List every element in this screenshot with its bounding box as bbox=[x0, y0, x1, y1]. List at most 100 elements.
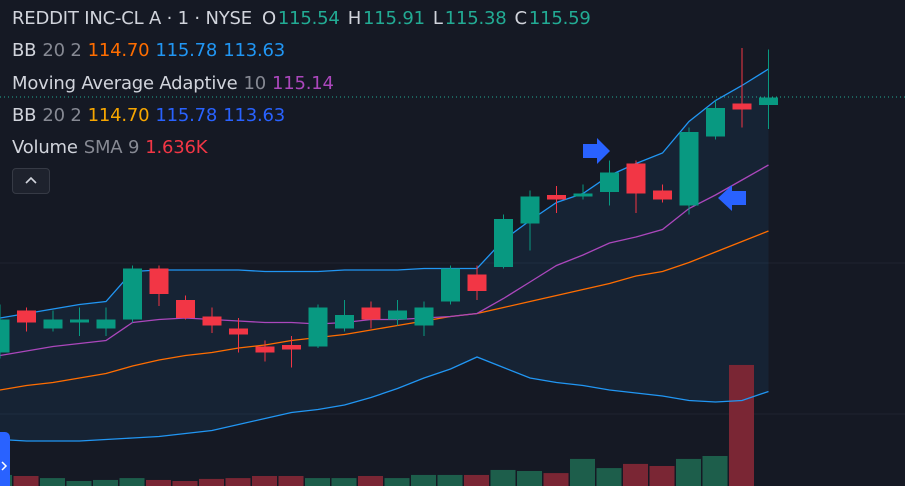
volume-bar bbox=[199, 478, 224, 486]
volume-bar bbox=[729, 364, 754, 486]
legend-bb2[interactable]: BB 20 2 114.70 115.78 113.63 bbox=[12, 105, 291, 126]
volume-bar bbox=[623, 463, 648, 486]
volume-bar bbox=[278, 476, 304, 486]
indicator-value: 115.14 bbox=[271, 73, 334, 94]
volume-bar bbox=[543, 473, 569, 486]
volume-bar bbox=[702, 456, 728, 486]
legend-bb1[interactable]: BB 20 2 114.70 115.78 113.63 bbox=[12, 40, 291, 61]
collapse-button[interactable] bbox=[12, 168, 50, 194]
indicator-params: 20 2 bbox=[42, 105, 82, 126]
candle-body bbox=[441, 268, 460, 302]
volume-bar bbox=[570, 458, 595, 486]
volume-bar bbox=[305, 478, 330, 486]
volume-bar bbox=[13, 476, 39, 486]
indicator-line bbox=[0, 356, 769, 442]
candle-body bbox=[70, 319, 89, 323]
ohlc-label: O bbox=[261, 8, 276, 29]
volume-bar bbox=[464, 474, 489, 486]
indicator-value: 1.636K bbox=[145, 137, 208, 158]
candle-body bbox=[308, 307, 328, 347]
candle-body bbox=[759, 97, 778, 105]
ohlc-value: 115.91 bbox=[363, 8, 425, 29]
indicator-value: 113.63 bbox=[223, 40, 285, 61]
indicator-params: 10 bbox=[243, 73, 266, 94]
candle-body bbox=[706, 108, 725, 137]
indicator-name: BB bbox=[12, 105, 37, 126]
volume-bar bbox=[490, 469, 516, 486]
candle-body bbox=[467, 274, 487, 291]
collapse-icon bbox=[25, 176, 37, 184]
indicator-line bbox=[0, 164, 769, 357]
indicator-value: 113.63 bbox=[223, 105, 285, 126]
indicator-value: 115.78 bbox=[155, 105, 218, 126]
candle-body bbox=[388, 310, 407, 320]
arrow-left bbox=[718, 185, 746, 211]
candle-body bbox=[414, 307, 434, 326]
band-layer bbox=[0, 69, 769, 441]
volume-bar bbox=[384, 478, 410, 486]
candle-body bbox=[202, 316, 222, 326]
ohlc-label: L bbox=[432, 8, 443, 29]
candle-body bbox=[149, 268, 169, 294]
symbol: REDDIT INC-CL A · 1 · NYSE bbox=[12, 8, 252, 29]
candle-body bbox=[679, 132, 699, 206]
band-fill bbox=[0, 69, 769, 441]
volume-bar bbox=[40, 478, 65, 486]
candle-body bbox=[96, 319, 116, 329]
candle-body bbox=[0, 319, 10, 353]
volume-bar bbox=[252, 476, 277, 486]
ohlc-value: 115.59 bbox=[528, 8, 591, 29]
candle-body bbox=[494, 219, 513, 267]
legend-symbol-row: REDDIT INC-CL A · 1 · NYSE O 115.54 H 115.91… bbox=[12, 8, 599, 29]
volume-bar bbox=[331, 478, 357, 486]
volume-bar bbox=[93, 479, 118, 486]
volume-bar bbox=[358, 476, 383, 486]
indicator-value: 115.78 bbox=[155, 40, 218, 61]
candle-body bbox=[123, 268, 142, 320]
candle-body bbox=[255, 346, 275, 353]
candle-body bbox=[520, 196, 540, 224]
indicator-params: 20 2 bbox=[42, 40, 82, 61]
candle-body bbox=[229, 328, 248, 335]
ohlc-value: 115.38 bbox=[444, 8, 507, 29]
indicator-name: BB bbox=[12, 40, 37, 61]
candle-body bbox=[626, 163, 646, 194]
candle-body bbox=[17, 310, 36, 323]
volume-bar bbox=[119, 478, 145, 486]
indicator-value: 114.70 bbox=[87, 105, 150, 126]
arrow-right bbox=[583, 138, 610, 164]
legend-ama[interactable]: Moving Average Adaptive 10 115.14 bbox=[12, 73, 340, 94]
indicator-line bbox=[0, 230, 769, 391]
volume-bar bbox=[676, 458, 701, 486]
line-layer bbox=[0, 68, 769, 442]
volume-bar bbox=[517, 471, 542, 486]
candle-body bbox=[600, 172, 619, 192]
side-handle-icon bbox=[1, 461, 8, 471]
indicator-value: 114.70 bbox=[87, 40, 150, 61]
candle-body bbox=[653, 190, 672, 200]
volume-bar bbox=[225, 478, 251, 486]
candle-layer bbox=[0, 48, 778, 368]
volume-bar bbox=[437, 474, 463, 486]
candle-body bbox=[43, 319, 63, 329]
ohlc-label: H bbox=[347, 8, 362, 29]
candle-body bbox=[547, 195, 566, 200]
indicator-name: Volume bbox=[12, 137, 78, 158]
candle-body bbox=[335, 315, 354, 329]
volume-bar bbox=[66, 481, 92, 486]
indicator-params: SMA 9 bbox=[83, 137, 140, 158]
volume-bar bbox=[146, 479, 171, 486]
volume-bar bbox=[649, 466, 675, 486]
side-handle[interactable] bbox=[0, 432, 10, 486]
volume-bar bbox=[411, 474, 436, 486]
candle-body bbox=[361, 307, 381, 320]
candle-body bbox=[176, 300, 195, 318]
legend-volume[interactable]: Volume SMA 9 1.636K bbox=[12, 137, 213, 158]
ohlc-label: C bbox=[514, 8, 527, 29]
volume-bar bbox=[596, 468, 622, 486]
ohlc-value: 115.54 bbox=[277, 8, 340, 29]
volume-layer bbox=[0, 364, 754, 486]
volume-bar bbox=[172, 481, 198, 486]
